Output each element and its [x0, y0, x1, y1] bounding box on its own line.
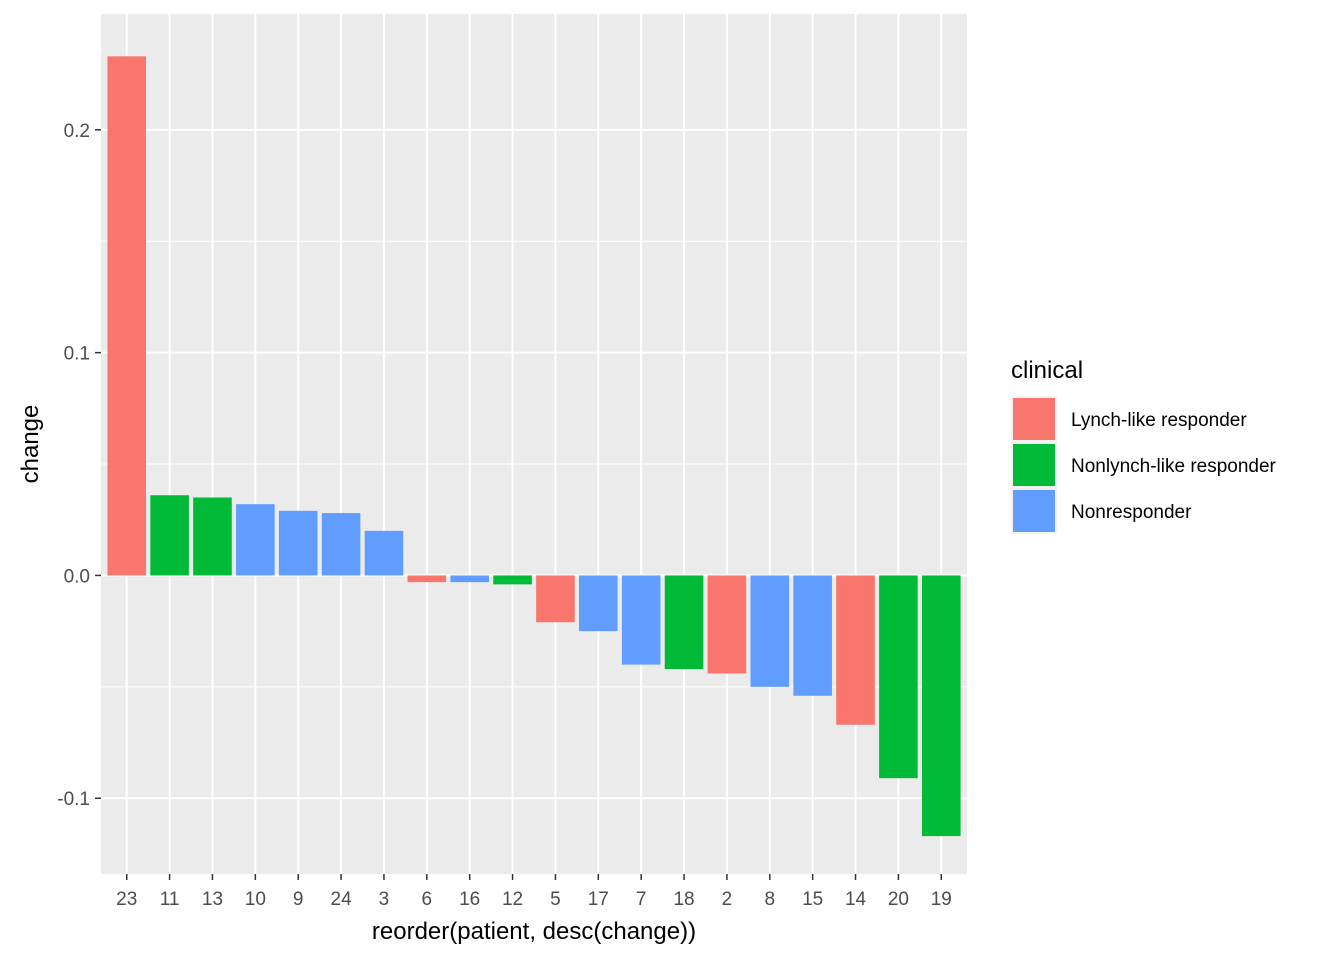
bar-23 — [107, 56, 147, 576]
bar-3 — [364, 530, 404, 576]
y-tick-label: 0.2 — [64, 121, 90, 142]
x-tick-label: 18 — [673, 889, 694, 910]
legend-title: clinical — [1011, 357, 1083, 384]
bar-12 — [493, 575, 532, 585]
x-tick-label: 23 — [116, 889, 137, 910]
x-tick-label: 5 — [550, 889, 561, 910]
x-tick-label: 11 — [160, 889, 180, 910]
bar-9 — [278, 510, 318, 576]
bars — [107, 56, 961, 837]
legend-items: Lynch-like responder Nonlynch-like respon… — [1011, 396, 1277, 534]
bar-13 — [193, 497, 232, 576]
x-tick-label: 19 — [931, 889, 952, 910]
bar-19 — [921, 575, 961, 837]
bar-10 — [236, 504, 275, 576]
bar-2 — [707, 575, 747, 674]
x-tick-label: 2 — [722, 889, 733, 910]
legend-label: Lynch-like responder — [1071, 410, 1247, 431]
x-tick-label: 9 — [293, 889, 304, 910]
bar-6 — [407, 575, 447, 583]
bar-14 — [836, 575, 875, 725]
legend-label: Nonlynch-like responder — [1071, 456, 1277, 477]
bar-15 — [793, 575, 832, 696]
plot-panel — [101, 14, 967, 874]
legend-swatch — [1013, 398, 1055, 440]
bar-16 — [450, 575, 489, 583]
x-tick-label: 6 — [422, 889, 433, 910]
x-tick-label: 24 — [331, 889, 353, 910]
bar-7 — [621, 575, 661, 665]
y-tick-label: -0.1 — [57, 789, 90, 810]
x-tick-label: 7 — [636, 889, 647, 910]
bar-17 — [579, 575, 618, 632]
x-tick-label: 17 — [588, 889, 609, 910]
x-tick-label: 10 — [245, 889, 266, 910]
bar-8 — [750, 575, 790, 687]
x-tick-label: 14 — [845, 889, 867, 910]
y-tick-label: 0.1 — [64, 344, 90, 365]
y-axis-title: change — [17, 405, 44, 484]
major-gridlines — [101, 14, 967, 874]
bar-24 — [321, 513, 361, 576]
y-tick-label: 0.0 — [64, 566, 90, 587]
x-axis-ticks: 23 11 13 10 9 24 3 6 16 12 5 17 7 18 2 8 15 14 20 19 — [116, 874, 952, 910]
x-axis-title: reorder(patient, desc(change)) — [372, 918, 696, 945]
legend-swatch — [1013, 444, 1055, 486]
x-tick-label: 20 — [888, 889, 909, 910]
x-tick-label: 16 — [459, 889, 480, 910]
bar-18 — [664, 575, 704, 670]
x-tick-label: 15 — [802, 889, 823, 910]
legend-label: Nonresponder — [1071, 502, 1192, 523]
legend-swatch — [1013, 490, 1055, 532]
legend: clinical Lynch-like responder Nonlynch-li… — [1011, 357, 1277, 534]
bar-20 — [879, 575, 918, 779]
bar-11 — [150, 495, 189, 576]
y-axis-ticks: -0.1 0.0 0.1 0.2 — [57, 121, 101, 810]
x-tick-label: 12 — [502, 889, 523, 910]
x-tick-label: 8 — [765, 889, 776, 910]
x-tick-label: 13 — [202, 889, 223, 910]
bar-5 — [536, 575, 575, 623]
x-tick-label: 3 — [379, 889, 390, 910]
